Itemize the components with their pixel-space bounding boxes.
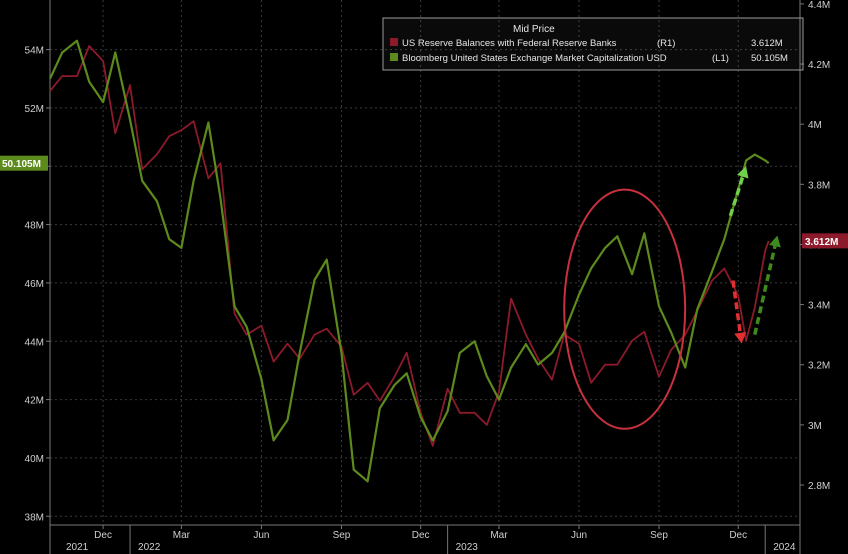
value-callout-text-market-cap: 50.105M bbox=[2, 159, 41, 170]
year-label: 2021 bbox=[66, 542, 89, 553]
x-tick-label: Dec bbox=[412, 530, 430, 541]
legend-title: Mid Price bbox=[513, 24, 555, 35]
legend-value-market-cap: 50.105M bbox=[751, 53, 788, 64]
right-tick-label: 3M bbox=[808, 421, 822, 432]
left-tick-label: 44M bbox=[25, 337, 44, 348]
legend-box bbox=[382, 17, 804, 71]
left-tick-label: 40M bbox=[25, 454, 44, 465]
trend-arrow-head bbox=[737, 166, 749, 179]
trend-arrow-shaft bbox=[731, 280, 742, 334]
x-tick-label: Dec bbox=[94, 530, 112, 541]
trend-arrow-shaft bbox=[753, 245, 777, 336]
x-tick-label: Sep bbox=[650, 530, 668, 541]
trend-arrow-shaft bbox=[728, 176, 745, 217]
highlight-ellipse bbox=[563, 188, 687, 430]
grid bbox=[50, 0, 800, 525]
series-line-reserves bbox=[49, 45, 770, 447]
annotations bbox=[563, 166, 781, 430]
value-callout-market-cap bbox=[0, 155, 48, 171]
value-callout-reserves bbox=[802, 233, 848, 249]
right-tick-label: 3.4M bbox=[808, 301, 830, 312]
right-tick-label: 3.2M bbox=[808, 361, 830, 372]
legend-axis-tag-market-cap: (L1) bbox=[712, 53, 729, 64]
right-tick-label: 4.4M bbox=[808, 0, 830, 11]
trend-arrow-head bbox=[769, 235, 781, 248]
x-tick-label: Sep bbox=[333, 530, 351, 541]
value-callouts: 50.105M 3.612M bbox=[0, 155, 848, 249]
legend-swatch-market-cap bbox=[390, 53, 398, 61]
x-tick-label: Jun bbox=[253, 530, 269, 541]
left-tick-label: 38M bbox=[25, 512, 44, 523]
year-label: 2024 bbox=[773, 542, 796, 553]
year-label: 2022 bbox=[138, 542, 161, 553]
right-tick-label: 2.8M bbox=[808, 481, 830, 492]
year-label: 2023 bbox=[456, 542, 479, 553]
left-tick-label: 48M bbox=[25, 221, 44, 232]
trend-arrow-head bbox=[734, 331, 747, 344]
right-tick-label: 4.2M bbox=[808, 60, 830, 71]
legend-axis-tag-reserves: (R1) bbox=[657, 38, 675, 49]
year-dividers bbox=[49, 0, 801, 554]
left-tick-label: 52M bbox=[25, 104, 44, 115]
value-callout-text-reserves: 3.612M bbox=[805, 237, 838, 248]
legend-swatch-reserves bbox=[390, 38, 398, 46]
left-tick-label: 54M bbox=[25, 46, 44, 57]
x-axis: Dec Mar Jun Sep Dec Mar Jun Sep Dec 2021 2022 2023 2… bbox=[66, 525, 796, 553]
series-line-market-cap bbox=[49, 39, 770, 483]
legend-label-market-cap: Bloomberg United States Exchange Market … bbox=[402, 53, 667, 64]
right-tick-label: 4M bbox=[808, 120, 822, 131]
x-tick-label: Mar bbox=[490, 530, 508, 541]
right-tick-label: 3.8M bbox=[808, 180, 830, 191]
series-layer bbox=[49, 39, 770, 483]
x-tick-label: Dec bbox=[729, 530, 747, 541]
legend: Mid Price US Reserve Balances with Feder… bbox=[382, 17, 804, 71]
legend-value-reserves: 3.612M bbox=[751, 38, 783, 49]
x-tick-label: Jun bbox=[571, 530, 587, 541]
legend-label-reserves: US Reserve Balances with Federal Reserve… bbox=[402, 38, 617, 49]
left-tick-label: 46M bbox=[25, 279, 44, 290]
left-tick-label: 42M bbox=[25, 396, 44, 407]
x-tick-label: Mar bbox=[173, 530, 191, 541]
